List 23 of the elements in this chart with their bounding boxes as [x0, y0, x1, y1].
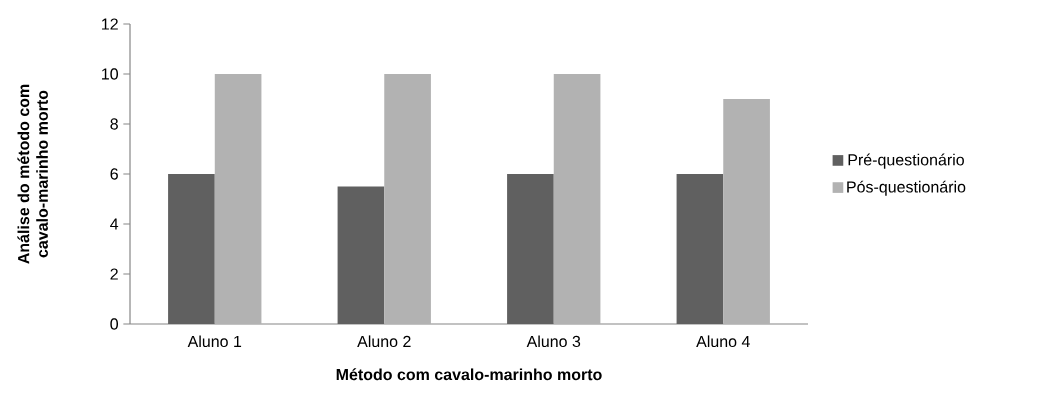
x-tick-label: Aluno 4	[696, 335, 750, 348]
y-tick-label: 4	[110, 218, 119, 230]
x-tick-label: Aluno 2	[357, 335, 411, 348]
bar	[337, 186, 385, 324]
y-tick-label: 12	[102, 18, 118, 30]
x-axis-title: Método com cavalo-marinho morto	[336, 368, 602, 381]
x-tick-label: Aluno 3	[526, 335, 581, 348]
y-tick-label: 10	[102, 68, 119, 80]
legend-label: Pós-questionário	[847, 180, 966, 196]
y-tick-label: 6	[110, 168, 118, 180]
legend-label: Pré-questionário	[848, 153, 964, 169]
y-tick-label: 2	[110, 268, 118, 280]
bar	[507, 174, 554, 324]
y-axis-title: Análise do método com cavalo-marinho morto	[17, 84, 48, 264]
bar	[676, 174, 724, 324]
y-tick-label: 0	[110, 318, 119, 330]
y-tick-label: 8	[110, 118, 118, 130]
bar	[723, 99, 770, 324]
x-tick-label: Aluno 1	[187, 335, 242, 348]
bar	[214, 74, 262, 324]
bar	[168, 174, 215, 324]
bar	[553, 74, 601, 324]
bar	[384, 74, 431, 324]
